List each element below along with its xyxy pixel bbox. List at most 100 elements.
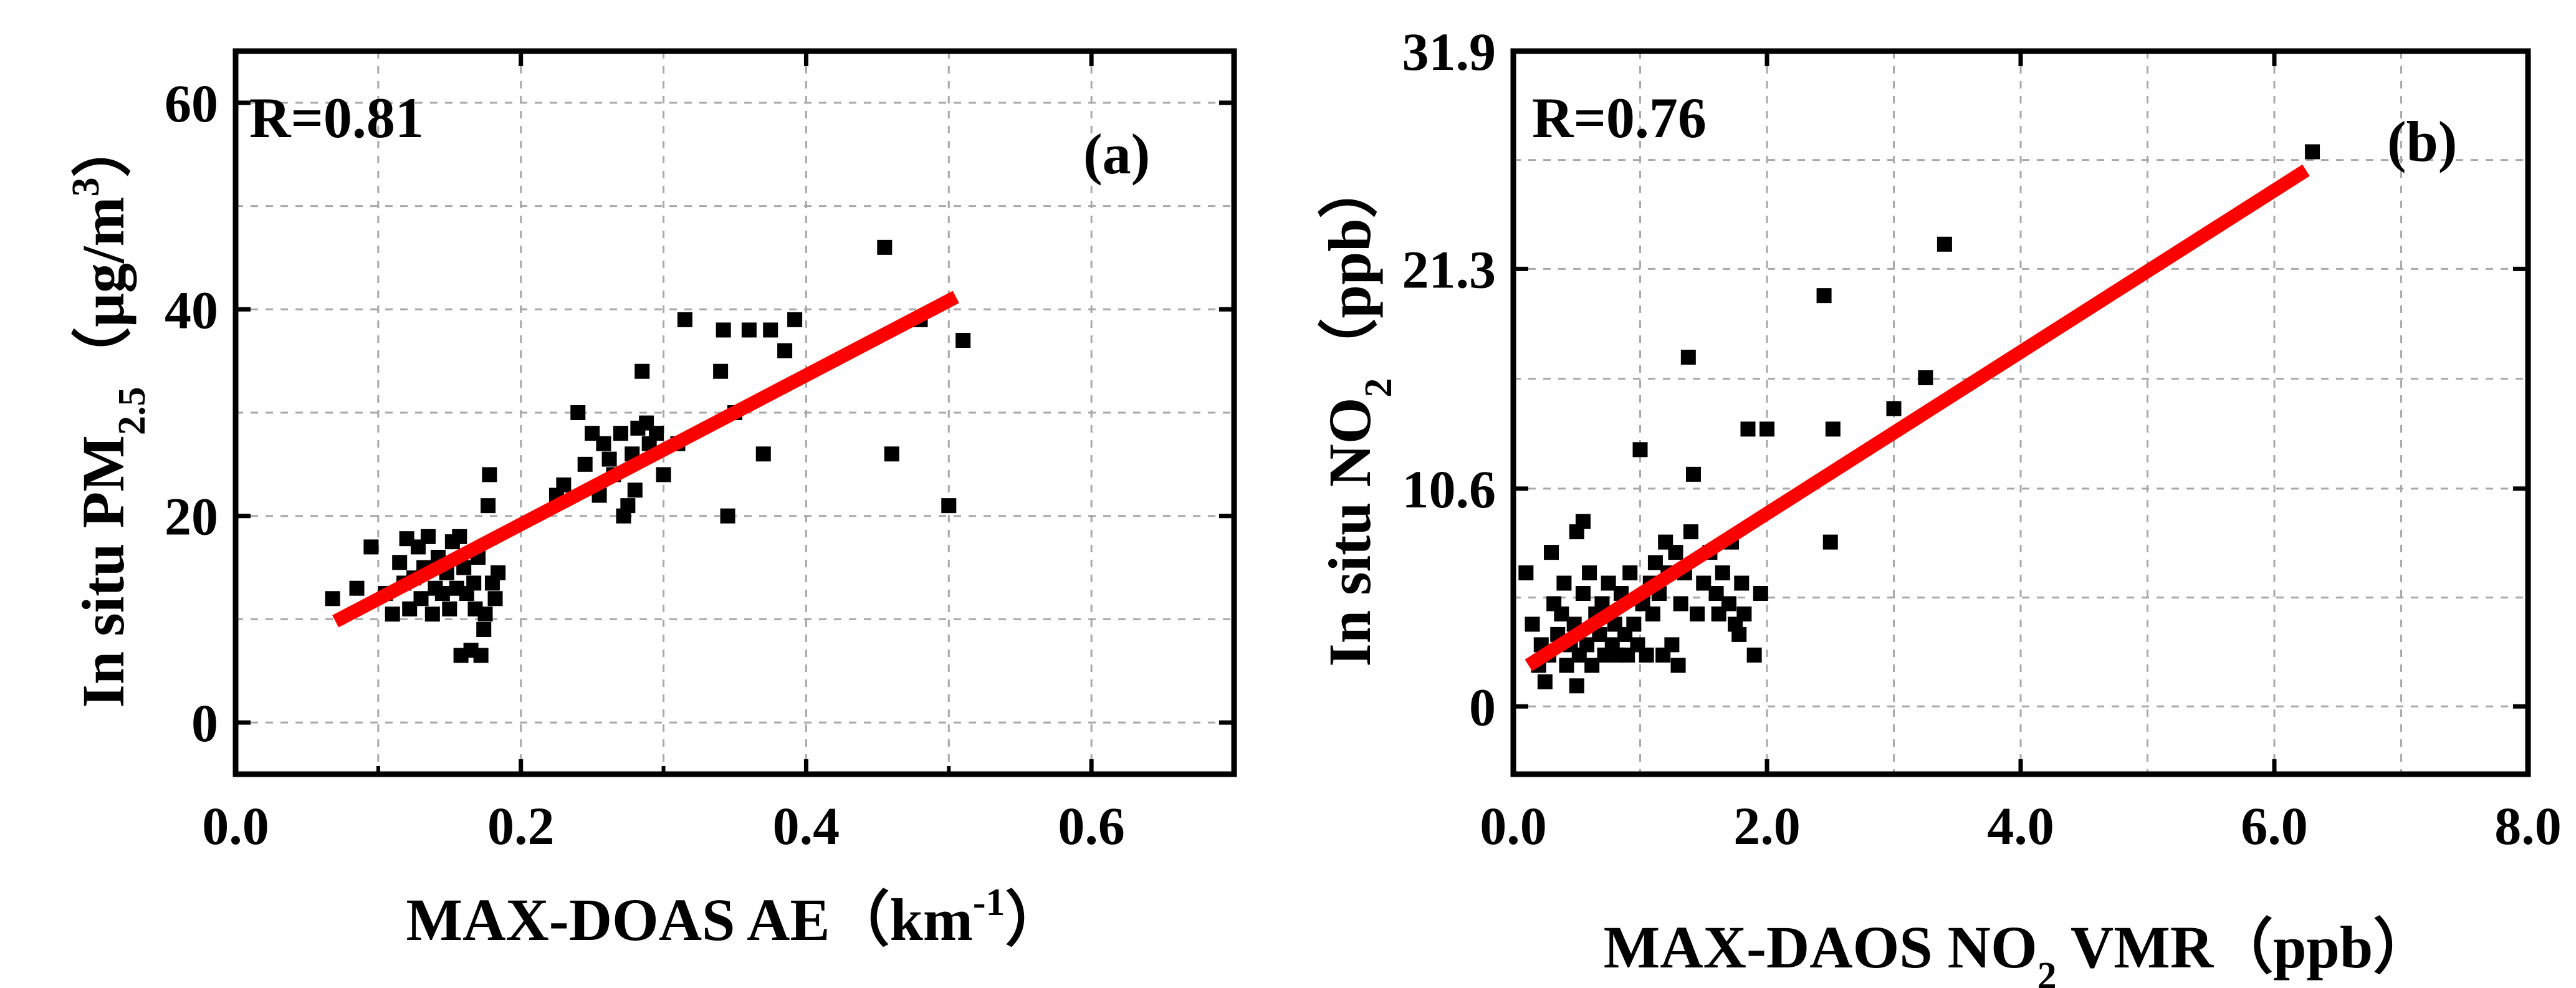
data-point-b-72 [1825, 421, 1841, 437]
fit-line-a [332, 290, 959, 628]
data-point-a-59 [677, 312, 692, 327]
data-point-a-0 [325, 591, 340, 607]
y-title-tail-b: （ppb） [1316, 158, 1383, 378]
x-title-main-b: MAX-DAOS NO [1604, 914, 2037, 981]
data-point-a-73 [955, 333, 971, 348]
data-point-b-52 [1683, 524, 1698, 540]
data-point-b-41 [1647, 555, 1663, 570]
y-tick-label-b-3: 31.9 [1402, 22, 1496, 82]
data-point-a-66 [763, 322, 778, 338]
y-tick-label-b-2: 21.3 [1402, 239, 1496, 299]
data-point-a-60 [713, 363, 729, 379]
data-point-a-2 [363, 539, 379, 555]
data-point-b-40 [1645, 606, 1660, 621]
data-point-a-69 [877, 239, 893, 255]
data-point-a-57 [656, 467, 671, 482]
y-tick-label-a-0: 0 [191, 693, 218, 753]
data-point-a-36 [487, 591, 503, 607]
data-point-a-30 [473, 648, 489, 663]
data-point-a-34 [482, 467, 497, 482]
data-point-b-76 [2305, 144, 2320, 160]
data-point-b-70 [1816, 288, 1832, 304]
data-point-a-51 [627, 482, 643, 498]
x-tick-label-b-1: 2.0 [1733, 796, 1801, 856]
data-point-b-6 [1544, 545, 1559, 560]
data-point-a-64 [741, 322, 757, 338]
plot-frame-a [232, 48, 1237, 777]
x-tick-label-b-0: 0.0 [1480, 796, 1547, 856]
y-tick-label-b-0: 0 [1469, 677, 1496, 737]
data-point-a-22 [452, 529, 467, 544]
data-point-b-20 [1582, 565, 1597, 581]
data-point-b-47 [1668, 545, 1683, 560]
data-point-a-27 [466, 575, 482, 591]
data-point-b-69 [1760, 421, 1774, 437]
data-point-b-14 [1569, 678, 1584, 694]
y-title-sup-a: 3 [65, 178, 107, 197]
data-point-b-59 [1715, 565, 1730, 581]
data-point-a-72 [941, 498, 957, 514]
data-point-b-57 [1708, 586, 1724, 601]
data-point-a-45 [601, 451, 617, 467]
x-title-main-a: MAX-DOAS AE（km [406, 886, 972, 953]
x-tick-label-a-3: 0.6 [1058, 796, 1125, 856]
fit-line-b [1525, 164, 2310, 671]
r-value-b: R=0.76 [1532, 86, 1707, 150]
data-point-a-67 [777, 343, 793, 358]
data-point-a-61 [716, 322, 731, 338]
data-point-a-65 [755, 446, 771, 462]
data-point-b-63 [1731, 626, 1747, 642]
data-point-a-49 [620, 498, 636, 514]
r-value-a: R=0.81 [249, 86, 424, 150]
y-axis-title-b: In situ NO2（ppb） [1316, 158, 1400, 666]
data-point-b-34 [1626, 616, 1642, 632]
data-point-a-70 [884, 446, 899, 462]
data-point-b-10 [1556, 575, 1572, 591]
data-point-b-19 [1579, 637, 1595, 653]
data-point-a-37 [491, 565, 506, 580]
data-point-b-0 [1518, 565, 1534, 581]
data-point-b-51 [1680, 350, 1696, 365]
y-title-sub-b: 2 [1357, 378, 1400, 398]
data-point-a-14 [424, 607, 440, 622]
grid-b [1513, 51, 2528, 774]
data-point-a-47 [613, 426, 628, 441]
panel-label-a: (a) [1083, 122, 1150, 186]
data-point-a-19 [442, 601, 457, 616]
data-point-b-11 [1559, 658, 1574, 673]
data-point-b-36 [1632, 442, 1648, 458]
data-point-a-31 [476, 622, 492, 637]
data-point-b-71 [1822, 534, 1838, 550]
data-point-a-1 [349, 580, 365, 596]
x-title-sup-a: -1 [973, 881, 1005, 924]
data-point-b-18 [1575, 514, 1591, 529]
x-tick-label-a-1: 0.2 [487, 796, 555, 856]
data-point-b-38 [1639, 647, 1654, 663]
y-title-tail2-a: ） [70, 118, 136, 178]
data-point-a-5 [392, 555, 408, 570]
data-point-b-65 [1736, 606, 1752, 621]
y-title-main-b: In situ NO [1316, 398, 1383, 667]
data-point-a-17 [434, 586, 450, 601]
data-point-b-21 [1584, 658, 1600, 673]
x-tick-label-a-2: 0.4 [773, 796, 840, 856]
data-point-b-60 [1721, 596, 1736, 612]
data-points-b [1518, 144, 2320, 694]
data-point-b-33 [1622, 565, 1638, 581]
data-point-a-53 [634, 363, 650, 379]
axis-ticks-b: 0.0 2.0 4.0 6.0 8.0 0 10.6 21.3 31.9 [1402, 22, 2562, 856]
x-tick-label-b-2: 4.0 [1987, 796, 2054, 856]
data-point-b-48 [1670, 658, 1686, 673]
data-point-a-4 [385, 607, 400, 622]
data-point-a-62 [720, 508, 735, 524]
data-point-b-66 [1740, 421, 1756, 437]
data-point-b-9 [1554, 606, 1569, 621]
data-point-b-54 [1690, 606, 1705, 621]
data-point-a-33 [481, 498, 496, 514]
data-point-a-44 [596, 436, 611, 451]
x-axis-title-b: MAX-DAOS NO2 VMR（ppb） [1604, 914, 2433, 988]
data-point-b-53 [1685, 466, 1701, 482]
data-point-b-74 [1918, 370, 1933, 385]
